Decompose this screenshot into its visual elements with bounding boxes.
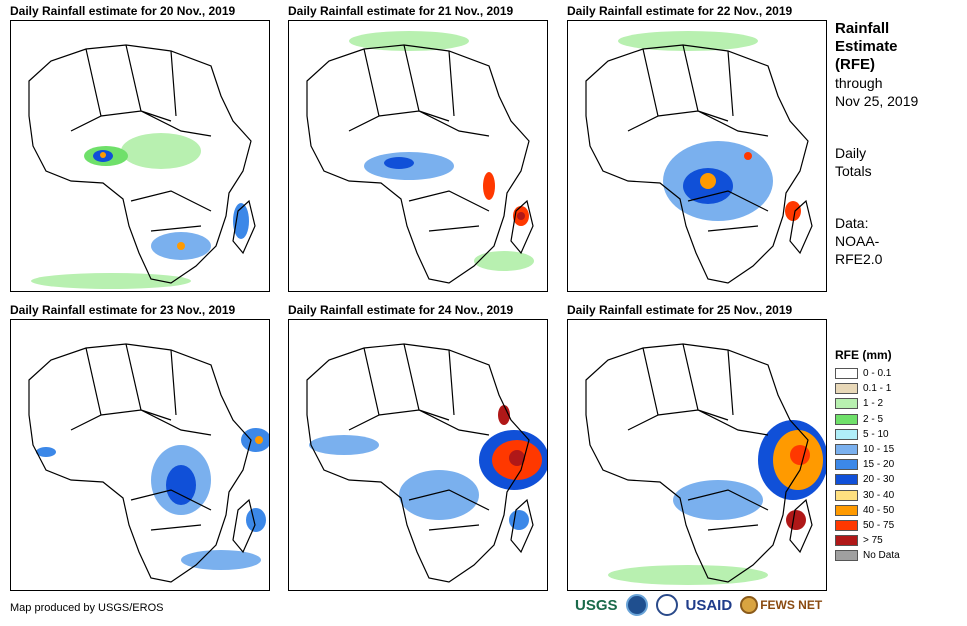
panel-title-20-nov: Daily Rainfall estimate for 20 Nov., 201… xyxy=(10,4,236,18)
fews-net-logo: FEWS NET xyxy=(740,596,822,614)
legend-swatch xyxy=(835,550,858,562)
legend-swatch xyxy=(835,444,858,456)
legend-label: 0.1 - 1 xyxy=(863,383,892,395)
panel-title-25-nov: Daily Rainfall estimate for 25 Nov., 201… xyxy=(567,303,793,317)
rainfall-map-21-nov xyxy=(306,31,534,284)
legend-swatch xyxy=(835,504,858,516)
legend-label: 2 - 5 xyxy=(863,413,884,425)
map-panel-20-nov xyxy=(10,20,270,292)
legend-swatch xyxy=(835,413,858,425)
map-panel-21-nov xyxy=(288,20,548,292)
map-panel-24-nov xyxy=(288,319,548,591)
legend-swatch xyxy=(835,535,858,547)
map-panel-25-nov xyxy=(567,319,827,591)
sidebar-title-line2: Estimate xyxy=(835,38,898,55)
legend-label: 10 - 15 xyxy=(863,444,895,456)
sidebar-data-noaa: NOAA- xyxy=(835,233,880,249)
map-panel-22-nov xyxy=(567,20,827,292)
legend-title: RFE (mm) xyxy=(835,348,892,362)
legend-swatch xyxy=(835,474,858,486)
legend-swatch xyxy=(835,519,858,531)
legend-row: 20 - 30 xyxy=(835,472,900,487)
legend-swatch xyxy=(835,489,858,501)
legend-row: 1 - 2 xyxy=(835,396,900,411)
legend-swatch xyxy=(835,428,858,440)
legend-row: 50 - 75 xyxy=(835,518,900,533)
legend-row: No Data xyxy=(835,548,900,563)
legend-row: 0.1 - 1 xyxy=(835,381,900,396)
legend-row: 30 - 40 xyxy=(835,488,900,503)
legend-label: 15 - 20 xyxy=(863,459,895,471)
legend-row: 0 - 0.1 xyxy=(835,366,900,381)
legend-swatch xyxy=(835,383,858,395)
noaa-logo xyxy=(625,594,648,616)
map-credit: Map produced by USGS/EROS xyxy=(10,602,164,614)
sidebar-through: through xyxy=(835,75,883,91)
panel-title-22-nov: Daily Rainfall estimate for 22 Nov., 201… xyxy=(567,4,793,18)
legend-label: 1 - 2 xyxy=(863,398,884,410)
panel-title-23-nov: Daily Rainfall estimate for 23 Nov., 201… xyxy=(10,303,236,317)
rainfall-map-23-nov xyxy=(28,343,269,583)
rainfall-map-25-nov xyxy=(585,343,826,585)
sidebar-date: Nov 25, 2019 xyxy=(835,93,919,109)
info-sidebar: Rainfall Estimate (RFE) through Nov 25, … xyxy=(835,20,918,268)
legend-row: 10 - 15 xyxy=(835,442,900,457)
legend-label: > 75 xyxy=(863,535,883,547)
legend-label: 5 - 10 xyxy=(863,428,889,440)
rainfall-map-22-nov xyxy=(585,31,813,284)
rainfall-map-24-nov xyxy=(306,343,547,583)
legend-swatch xyxy=(835,368,858,380)
legend-swatch xyxy=(835,398,858,410)
legend-row: 2 - 5 xyxy=(835,412,900,427)
usaid-seal-icon xyxy=(655,594,678,616)
rainfall-map-20-nov xyxy=(28,44,256,289)
sidebar-totals: Totals xyxy=(835,163,872,179)
legend-swatch xyxy=(835,459,858,471)
legend-label: 50 - 75 xyxy=(863,519,895,531)
legend-label: No Data xyxy=(863,550,900,562)
usaid-logo: USAID xyxy=(685,596,733,614)
legend-label: 30 - 40 xyxy=(863,489,895,501)
panel-title-21-nov: Daily Rainfall estimate for 21 Nov., 201… xyxy=(288,4,514,18)
sidebar-data-label: Data: xyxy=(835,215,869,231)
panel-title-24-nov: Daily Rainfall estimate for 24 Nov., 201… xyxy=(288,303,514,317)
legend-label: 20 - 30 xyxy=(863,474,895,486)
usgs-logo: USGS xyxy=(575,596,618,614)
map-panel-23-nov xyxy=(10,319,270,591)
sidebar-title-line1: Rainfall xyxy=(835,20,890,37)
sidebar-daily: Daily xyxy=(835,145,867,161)
logo-strip: USGS USAID FEWS NET xyxy=(575,594,822,616)
legend-label: 0 - 0.1 xyxy=(863,368,892,380)
legend-row: 15 - 20 xyxy=(835,457,900,472)
legend-row: 5 - 10 xyxy=(835,427,900,442)
sidebar-data-rfe: RFE2.0 xyxy=(835,251,883,267)
sidebar-title-line3: (RFE) xyxy=(835,56,875,73)
fews-globe-icon xyxy=(740,596,759,614)
fews-net-label: FEWS NET xyxy=(760,598,823,612)
legend-label: 40 - 50 xyxy=(863,504,895,516)
legend-row: 40 - 50 xyxy=(835,503,900,518)
legend-row: > 75 xyxy=(835,533,900,548)
rfe-legend: RFE (mm) 0 - 0.1 0.1 - 1 1 - 2 2 - 5 5 - 10 1… xyxy=(835,348,900,563)
